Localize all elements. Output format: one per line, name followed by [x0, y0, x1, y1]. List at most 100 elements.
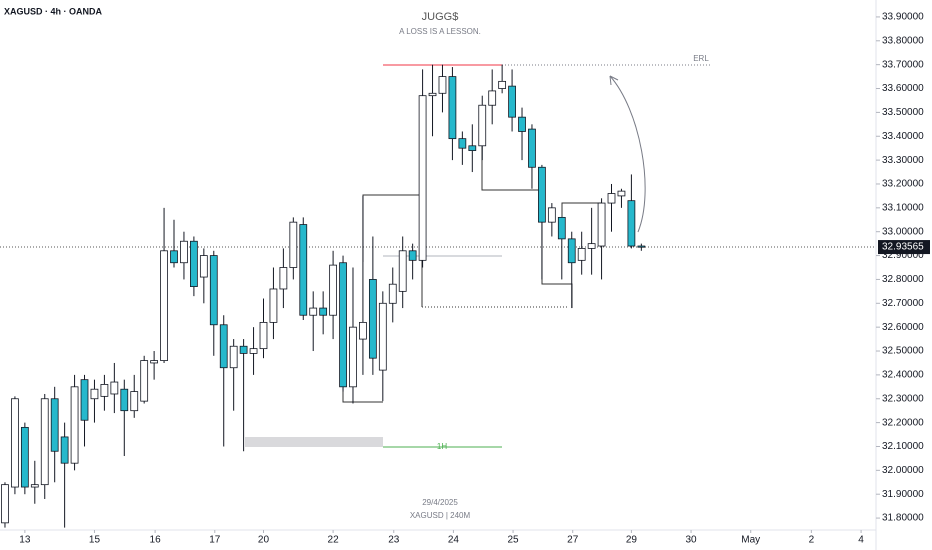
- structure-line: [481, 146, 542, 191]
- candle-body: [418, 95, 427, 261]
- candle-body: [100, 384, 109, 397]
- candle-body: [368, 279, 377, 359]
- candle-body: [90, 388, 99, 400]
- candle-body: [478, 104, 487, 147]
- candle-body: [637, 245, 646, 248]
- candle-body: [349, 326, 357, 388]
- last-price-label: 32.93565: [882, 242, 924, 253]
- candle-body: [170, 250, 178, 264]
- arrow-head: [609, 75, 619, 86]
- candle-body: [249, 348, 258, 354]
- candle-body: [160, 250, 168, 361]
- x-tick-label: May: [741, 535, 760, 546]
- annotation: 1H: [437, 442, 447, 451]
- y-tick-label: 33.30000: [882, 155, 924, 166]
- candle-body: [388, 283, 397, 304]
- watermark-date: 29/4/2025: [422, 498, 458, 507]
- candle-body: [120, 388, 129, 412]
- candle-body: [329, 264, 337, 316]
- candle-body: [587, 243, 596, 249]
- y-tick-label: 31.90000: [882, 489, 924, 500]
- candle-body: [468, 145, 477, 151]
- y-tick-label: 33.00000: [882, 226, 924, 237]
- candle-body: [508, 85, 516, 118]
- annotation: ERL: [693, 54, 709, 63]
- x-tick-label: 16: [150, 535, 162, 546]
- candle-body: [339, 262, 347, 388]
- chart-title: JUGG$: [422, 11, 459, 23]
- candle-body: [229, 345, 238, 369]
- candle-body: [518, 116, 526, 132]
- candle-body: [190, 240, 198, 287]
- x-tick-label: 23: [388, 535, 400, 546]
- y-tick-label: 32.90000: [882, 250, 924, 261]
- x-tick-label: 25: [508, 535, 520, 546]
- symbol: XAGUSD · 4h · OANDA: [4, 6, 103, 16]
- x-tick-label: 27: [567, 535, 579, 546]
- candle-body: [150, 360, 159, 364]
- candle-body: [199, 255, 208, 278]
- candle-body: [547, 207, 556, 223]
- candle-body: [567, 238, 576, 264]
- candle-body: [299, 224, 308, 316]
- y-tick-label: 33.50000: [882, 107, 924, 118]
- candle-body: [498, 80, 507, 89]
- candle-body: [627, 200, 636, 247]
- y-tick-label: 33.70000: [882, 59, 924, 70]
- y-tick-label: 32.50000: [882, 346, 924, 357]
- watermark-symbol: XAGUSD | 240M: [410, 511, 471, 520]
- y-tick-label: 32.30000: [882, 393, 924, 404]
- drawings: [0, 0, 877, 550]
- candle-body: [130, 391, 139, 412]
- candle-body: [528, 128, 536, 168]
- x-tick-label: 2: [809, 535, 815, 546]
- candle-body: [80, 379, 89, 421]
- y-tick-label: 33.40000: [882, 131, 924, 142]
- x-tick-label: 17: [209, 535, 221, 546]
- candle-body: [557, 216, 566, 240]
- candle-body: [309, 307, 318, 316]
- y-tick-label: 33.10000: [882, 202, 924, 213]
- candle-body: [408, 250, 417, 261]
- candle-body: [110, 381, 119, 395]
- candle-body: [20, 426, 29, 488]
- y-tick-label: 32.60000: [882, 322, 924, 333]
- candle-body: [1, 484, 9, 524]
- y-tick-label: 33.90000: [882, 12, 924, 23]
- candle-body: [488, 90, 497, 106]
- candle-body: [398, 250, 407, 292]
- candle-body: [577, 248, 586, 261]
- arrow: [609, 75, 646, 233]
- candle-body: [319, 307, 328, 316]
- candle-body: [428, 92, 437, 97]
- x-tick-label: 20: [258, 535, 270, 546]
- y-tick-label: 32.20000: [882, 417, 924, 428]
- candle-body: [50, 398, 59, 452]
- x-tick-label: 4: [858, 535, 864, 546]
- candle-body: [180, 240, 188, 264]
- last-price-box: [878, 240, 930, 255]
- candle-body: [140, 360, 149, 402]
- structure-line: [541, 222, 573, 308]
- candle-body: [30, 484, 39, 488]
- y-tick-label: 33.60000: [882, 83, 924, 94]
- candle-body: [538, 166, 546, 223]
- y-tick-label: 32.00000: [882, 465, 924, 476]
- candle-body: [438, 76, 447, 94]
- candle-body: [289, 221, 298, 268]
- y-tick-label: 32.70000: [882, 298, 924, 309]
- candle-body: [458, 138, 467, 149]
- zone: [245, 437, 383, 447]
- candle-body: [70, 386, 79, 464]
- candle-body: [359, 321, 367, 340]
- x-tick-label: 22: [328, 535, 340, 546]
- candle-body: [448, 76, 457, 140]
- candle-body: [219, 324, 228, 369]
- x-tick-label: 24: [448, 535, 460, 546]
- structure-line: [342, 388, 383, 403]
- candle-body: [40, 398, 49, 486]
- candle-body: [597, 202, 606, 247]
- structure-line: [561, 202, 602, 218]
- y-tick-label: 33.80000: [882, 35, 924, 46]
